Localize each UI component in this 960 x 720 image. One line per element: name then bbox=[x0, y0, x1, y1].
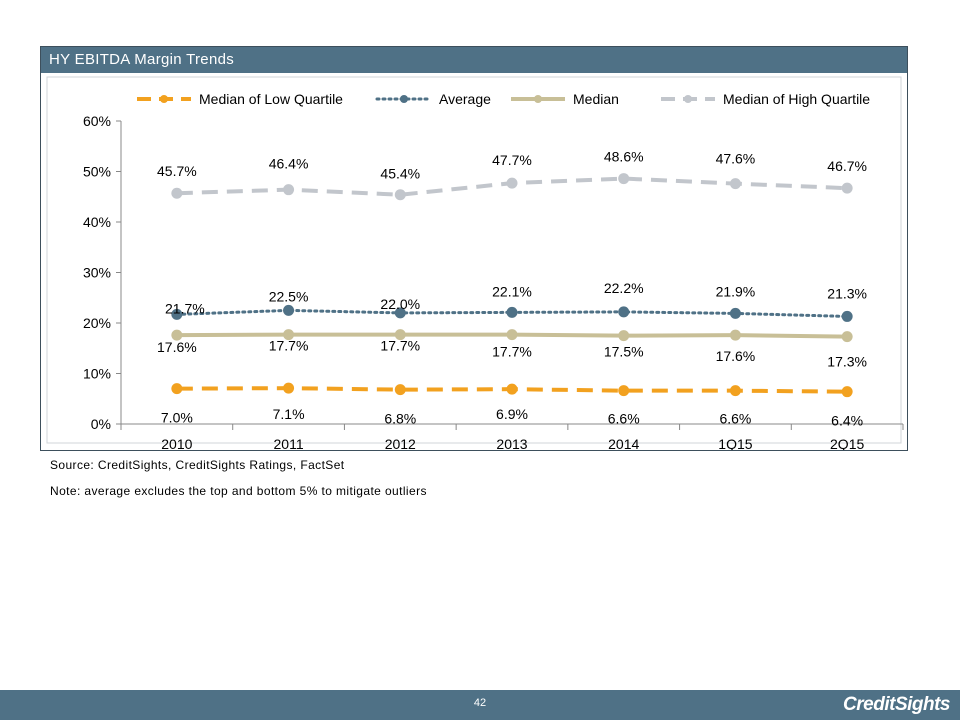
y-tick-label: 40% bbox=[83, 214, 111, 230]
data-point bbox=[171, 383, 183, 395]
y-tick-label: 0% bbox=[91, 416, 111, 432]
legend-swatch-marker bbox=[684, 95, 692, 103]
data-label: 7.0% bbox=[161, 410, 193, 426]
data-label: 17.7% bbox=[269, 338, 309, 354]
data-point bbox=[506, 383, 518, 395]
data-label: 46.7% bbox=[827, 158, 867, 174]
data-label: 6.6% bbox=[719, 411, 751, 427]
data-label: 6.8% bbox=[384, 411, 416, 427]
data-label: 48.6% bbox=[604, 149, 644, 165]
footer-bar: 42 CreditSights bbox=[0, 690, 960, 720]
data-label: 21.9% bbox=[716, 283, 756, 299]
data-point bbox=[729, 178, 741, 190]
brand-logo: CreditSights bbox=[843, 694, 950, 715]
data-label: 22.1% bbox=[492, 283, 532, 299]
data-label: 47.6% bbox=[716, 151, 756, 167]
legend-label: Median bbox=[573, 91, 619, 107]
x-tick-label: 2014 bbox=[608, 436, 639, 450]
y-tick-label: 50% bbox=[83, 164, 111, 180]
y-tick-label: 10% bbox=[83, 366, 111, 382]
data-label: 6.6% bbox=[608, 411, 640, 427]
series-median-of-high-quartile: 45.7% 46.4% 45.4% 47.7% 48.6% 47.6% 46.7% bbox=[157, 149, 867, 201]
data-label: 7.1% bbox=[273, 406, 305, 422]
data-label: 6.4% bbox=[831, 413, 863, 429]
data-point bbox=[729, 329, 741, 341]
data-label: 21.3% bbox=[827, 285, 867, 301]
data-point bbox=[283, 382, 295, 394]
legend-swatch-marker bbox=[160, 95, 168, 103]
x-tick-label: 2Q15 bbox=[830, 436, 864, 450]
data-point bbox=[283, 304, 295, 316]
y-tick-label: 60% bbox=[83, 113, 111, 129]
data-label: 45.4% bbox=[380, 166, 420, 182]
data-point bbox=[171, 187, 183, 199]
data-point bbox=[506, 177, 518, 189]
data-label: 17.7% bbox=[380, 338, 420, 354]
x-tick-label: 2011 bbox=[274, 436, 304, 450]
legend-label: Average bbox=[439, 91, 491, 107]
data-point bbox=[841, 182, 853, 194]
series-median-of-low-quartile: 7.0% 7.1% 6.8% 6.9% 6.6% 6.6% 6.4% bbox=[161, 382, 863, 429]
data-point bbox=[283, 329, 295, 341]
legend-swatch-marker bbox=[400, 95, 408, 103]
data-label: 17.6% bbox=[716, 348, 756, 364]
data-point bbox=[841, 310, 853, 322]
data-point bbox=[618, 173, 630, 185]
data-point bbox=[506, 329, 518, 341]
data-point bbox=[729, 385, 741, 397]
data-label: 22.0% bbox=[380, 296, 420, 312]
series-median: 17.6% 17.7% 17.7% 17.7% 17.5% 17.6% 17.3% bbox=[157, 329, 867, 370]
data-point bbox=[618, 385, 630, 397]
legend-label: Median of High Quartile bbox=[723, 91, 870, 107]
x-tick-label: 2013 bbox=[496, 436, 527, 450]
x-tick-label: 1Q15 bbox=[718, 436, 752, 450]
data-point bbox=[171, 308, 183, 320]
data-point bbox=[394, 307, 406, 319]
data-point bbox=[283, 184, 295, 196]
data-label: 45.7% bbox=[157, 163, 197, 179]
series-average: 21.7% 22.5% 22.0% 22.1% 22.2% 21.9% 21.3% bbox=[165, 280, 867, 322]
data-label: 46.4% bbox=[269, 156, 309, 172]
data-label: 47.7% bbox=[492, 152, 532, 168]
source-note: Source: CreditSights, CreditSights Ratin… bbox=[50, 458, 345, 472]
legend-label: Median of Low Quartile bbox=[199, 91, 343, 107]
data-point bbox=[394, 189, 406, 201]
data-label: 6.9% bbox=[496, 406, 528, 422]
data-point bbox=[171, 329, 183, 341]
chart-panel: HY EBITDA Margin Trends 0% 10% 20% 30% 40% 50… bbox=[40, 46, 908, 451]
x-tick-label: 2012 bbox=[385, 436, 416, 450]
data-point bbox=[394, 329, 406, 341]
data-point bbox=[841, 386, 853, 398]
data-point bbox=[618, 306, 630, 318]
data-point bbox=[618, 330, 630, 342]
panel-title: HY EBITDA Margin Trends bbox=[41, 47, 907, 73]
data-label: 17.3% bbox=[827, 354, 867, 370]
data-label: 17.5% bbox=[604, 344, 644, 360]
page-number: 42 bbox=[473, 697, 487, 709]
legend: Median of Low Quartile Average Median Media… bbox=[137, 91, 870, 107]
data-label: 17.7% bbox=[492, 344, 532, 360]
data-point bbox=[841, 331, 853, 343]
y-tick-label: 20% bbox=[83, 315, 111, 331]
plot-area-border bbox=[46, 76, 902, 444]
y-tick-label: 30% bbox=[83, 265, 111, 281]
legend-swatch-marker bbox=[534, 95, 542, 103]
data-label: 17.6% bbox=[157, 339, 197, 355]
data-label: 21.7% bbox=[165, 300, 205, 316]
data-label: 22.2% bbox=[604, 280, 644, 296]
data-point bbox=[729, 307, 741, 319]
data-point bbox=[506, 306, 518, 318]
x-tick-label: 2010 bbox=[161, 436, 192, 450]
data-point bbox=[394, 384, 406, 396]
outlier-note: Note: average excludes the top and botto… bbox=[50, 484, 427, 498]
line-chart: 0% 10% 20% 30% 40% 50% 60% 2010 2011 2012 2013 2014… bbox=[46, 76, 904, 450]
data-label: 22.5% bbox=[269, 288, 309, 304]
